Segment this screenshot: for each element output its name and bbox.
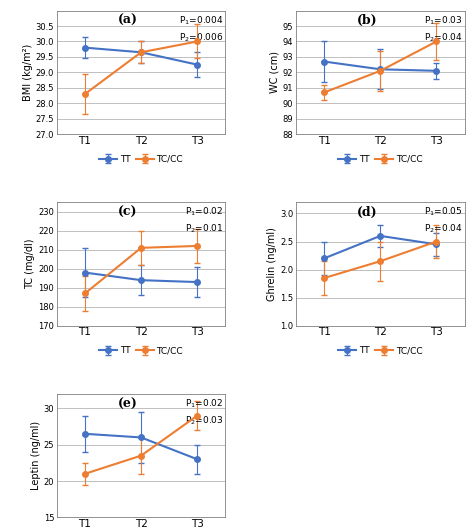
Text: P$_1$=0.02
P$_2$=0.01: P$_1$=0.02 P$_2$=0.01	[185, 206, 224, 235]
Text: P$_1$=0.03
P$_2$=0.04: P$_1$=0.03 P$_2$=0.04	[424, 14, 463, 44]
Text: (c): (c)	[118, 206, 137, 219]
Y-axis label: Ghrelin (ng/ml): Ghrelin (ng/ml)	[267, 227, 277, 301]
Text: P$_1$=0.05
P$_2$=0.04: P$_1$=0.05 P$_2$=0.04	[424, 206, 463, 235]
Text: (e): (e)	[118, 398, 137, 410]
Y-axis label: BMI (kg/m²): BMI (kg/m²)	[23, 44, 33, 101]
Legend: TT, TC/CC: TT, TC/CC	[338, 346, 422, 355]
Legend: TT, TC/CC: TT, TC/CC	[338, 155, 422, 164]
Text: (d): (d)	[356, 206, 377, 219]
Text: (a): (a)	[118, 14, 137, 27]
Legend: TT, TC/CC: TT, TC/CC	[99, 346, 183, 355]
Y-axis label: Leptin (ng/ml): Leptin (ng/ml)	[31, 421, 41, 490]
Y-axis label: WC (cm): WC (cm)	[270, 51, 280, 93]
Legend: TT, TC/CC: TT, TC/CC	[99, 155, 183, 164]
Text: P$_1$=0.004
P$_2$=0.006: P$_1$=0.004 P$_2$=0.006	[179, 14, 224, 44]
Y-axis label: TC (mg/dl): TC (mg/dl)	[26, 239, 36, 289]
Text: P$_1$=0.02
P$_2$=0.03: P$_1$=0.02 P$_2$=0.03	[185, 398, 224, 427]
Text: (b): (b)	[356, 14, 377, 27]
